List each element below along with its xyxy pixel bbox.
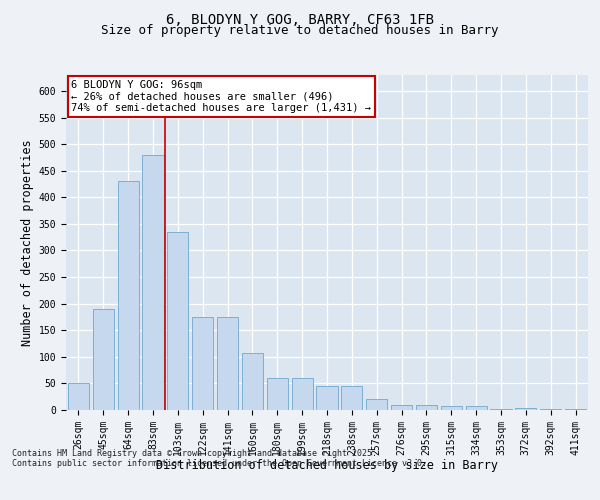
Bar bbox=[391, 404, 412, 410]
Bar bbox=[93, 309, 114, 410]
Text: 6, BLODYN Y GOG, BARRY, CF63 1FB: 6, BLODYN Y GOG, BARRY, CF63 1FB bbox=[166, 12, 434, 26]
Bar bbox=[416, 404, 437, 410]
Bar bbox=[167, 232, 188, 410]
Bar bbox=[490, 409, 512, 410]
Y-axis label: Number of detached properties: Number of detached properties bbox=[22, 139, 34, 346]
Text: Contains public sector information licensed under the Open Government Licence v3: Contains public sector information licen… bbox=[12, 458, 427, 468]
Bar bbox=[366, 400, 387, 410]
Bar bbox=[316, 386, 338, 410]
Bar bbox=[242, 352, 263, 410]
Bar bbox=[118, 182, 139, 410]
Bar bbox=[466, 406, 487, 410]
Bar bbox=[267, 378, 288, 410]
Bar bbox=[292, 378, 313, 410]
Text: Contains HM Land Registry data © Crown copyright and database right 2025.: Contains HM Land Registry data © Crown c… bbox=[12, 448, 377, 458]
Bar bbox=[192, 317, 213, 410]
Bar bbox=[515, 408, 536, 410]
Bar bbox=[142, 155, 164, 410]
Bar bbox=[441, 406, 462, 410]
Bar bbox=[217, 317, 238, 410]
X-axis label: Distribution of detached houses by size in Barry: Distribution of detached houses by size … bbox=[156, 459, 498, 472]
Bar bbox=[68, 384, 89, 410]
Bar bbox=[540, 409, 561, 410]
Text: 6 BLODYN Y GOG: 96sqm
← 26% of detached houses are smaller (496)
74% of semi-det: 6 BLODYN Y GOG: 96sqm ← 26% of detached … bbox=[71, 80, 371, 113]
Bar bbox=[341, 386, 362, 410]
Text: Size of property relative to detached houses in Barry: Size of property relative to detached ho… bbox=[101, 24, 499, 37]
